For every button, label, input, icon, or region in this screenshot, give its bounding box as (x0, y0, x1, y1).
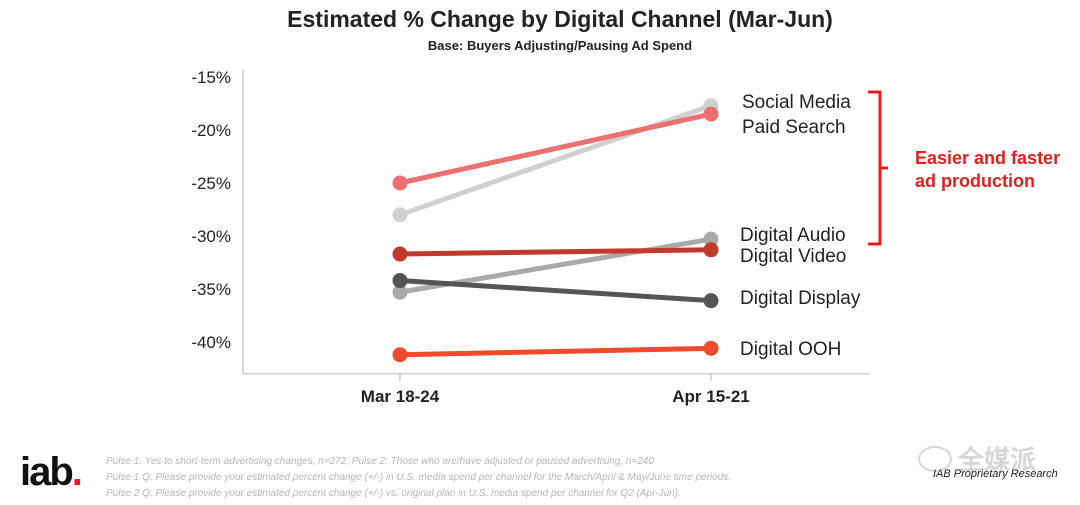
data-point (703, 242, 719, 258)
data-point (392, 347, 408, 363)
y-tick-label: -30% (191, 227, 231, 246)
data-point (392, 246, 408, 262)
footnote-3: Pulse 2 Q: Please provide your estimated… (106, 488, 681, 499)
data-point (703, 293, 719, 309)
data-point (392, 273, 408, 289)
series-label: Digital OOH (740, 339, 841, 360)
data-point (703, 106, 719, 122)
series-label: Digital Video (740, 246, 846, 267)
watermark-text: 全媒派 (958, 445, 1037, 475)
series-line (399, 247, 712, 257)
logo-dot: . (71, 450, 83, 494)
series-label: Paid Search (742, 117, 846, 138)
logo-text: iab (20, 450, 74, 494)
series-label: Digital Display (740, 288, 861, 309)
y-tick-label: -25% (191, 174, 231, 193)
annotation-line-1: Easier and faster (915, 148, 1060, 168)
data-point (392, 175, 408, 191)
y-tick-label: -15% (191, 68, 231, 87)
annotation-bracket (868, 90, 888, 246)
chart-area: -15% -20% -25% -30% -35% -40% Mar 18-24 Apr 15-… (191, 68, 1060, 406)
x-tick-label: Mar 18-24 (361, 387, 440, 406)
series-line (399, 111, 712, 186)
series-label: Digital Audio (740, 225, 846, 246)
proprietary-label: IAB Proprietary Research (933, 468, 1058, 480)
chart-title: Estimated % Change by Digital Channel (M… (287, 6, 833, 32)
y-tick-label: -40% (191, 333, 231, 352)
iab-logo: iab. (20, 450, 83, 495)
y-tick-label: -20% (191, 121, 231, 140)
data-point (392, 207, 408, 223)
series-label: Social Media (742, 92, 851, 113)
annotation-line-2: ad production (915, 171, 1035, 191)
data-point (392, 284, 408, 300)
footnote-2: Pulse 1 Q: Please provide your estimated… (106, 472, 732, 483)
x-tick-label: Apr 15-21 (672, 387, 749, 406)
y-tick-label: -35% (191, 280, 231, 299)
chart-subtitle: Base: Buyers Adjusting/Pausing Ad Spend (427, 38, 693, 53)
wechat-icon (918, 445, 952, 472)
footnotes: Pulse 1: Yes to short-term advertising c… (106, 454, 886, 502)
data-point (703, 340, 719, 356)
series-line (399, 278, 712, 304)
series-line (399, 345, 712, 358)
footnote-1: Pulse 1: Yes to short-term advertising c… (106, 456, 654, 467)
data-point (703, 231, 719, 247)
watermark: 全媒派 (918, 440, 1036, 477)
